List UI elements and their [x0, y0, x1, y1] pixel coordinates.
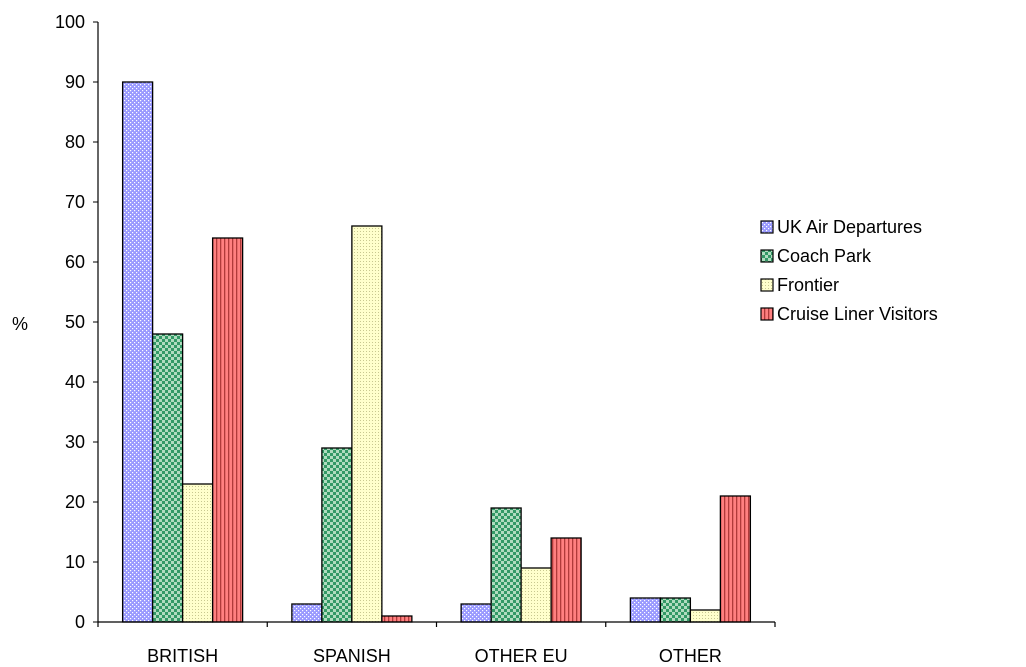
y-axis-ticks: 0 10 20 30 40 50 60 70 80 90 100 [55, 12, 98, 632]
bar-cruise-liner-visitors-other [719, 495, 752, 623]
legend-swatch-coach-park [760, 249, 774, 263]
legend: UK Air Departures Coach Park Frontier Cr… [760, 217, 938, 324]
x-category-label: OTHER EU [475, 646, 568, 666]
legend-swatch-cruise-liner-visitors [760, 307, 774, 321]
bar-frontier-british [181, 483, 214, 623]
x-category-label: SPANISH [313, 646, 391, 666]
bar-coach-park-spanish [321, 447, 353, 623]
x-category-label: BRITISH [147, 646, 218, 666]
y-axis-label: % [12, 314, 28, 334]
axes [97, 22, 776, 627]
y-tick-label: 30 [65, 432, 85, 452]
bar-uk-air-departures-british [121, 81, 154, 623]
bar-frontier-other [689, 609, 722, 623]
bar-uk-air-departures-spanish [291, 603, 323, 623]
y-tick-label: 20 [65, 492, 85, 512]
bar-cruise-liner-visitors-spanish [381, 615, 413, 623]
legend-item-frontier: Frontier [760, 275, 839, 295]
bar-frontier-other-eu [520, 567, 552, 623]
legend-swatch-frontier [760, 278, 774, 292]
y-tick-label: 50 [65, 312, 85, 332]
bar-cruise-liner-visitors-other-eu [550, 537, 582, 623]
y-tick-label: 0 [75, 612, 85, 632]
bar-uk-air-departures-other [629, 597, 662, 623]
bar-uk-air-departures-other-eu [460, 603, 492, 623]
legend-label-coach-park: Coach Park [777, 246, 872, 266]
legend-label-frontier: Frontier [777, 275, 839, 295]
y-tick-label: 80 [65, 132, 85, 152]
y-tick-label: 60 [65, 252, 85, 272]
legend-item-coach-park: Coach Park [760, 246, 872, 266]
bar-series [121, 81, 752, 623]
y-tick-label: 100 [55, 12, 85, 32]
legend-item-cruise-liner-visitors: Cruise Liner Visitors [760, 304, 938, 324]
x-axis-labels: BRITISH SPANISH OTHER EU OTHER [147, 646, 722, 666]
legend-swatch-uk-air-departures [760, 220, 774, 234]
legend-item-uk-air-departures: UK Air Departures [760, 217, 922, 237]
y-tick-label: 90 [65, 72, 85, 92]
bar-cruise-liner-visitors-british [211, 237, 244, 623]
legend-label-cruise-liner-visitors: Cruise Liner Visitors [777, 304, 938, 324]
bar-frontier-spanish [351, 225, 383, 623]
bar-coach-park-british [151, 333, 184, 623]
y-tick-label: 70 [65, 192, 85, 212]
bar-coach-park-other [659, 597, 692, 623]
y-tick-label: 10 [65, 552, 85, 572]
legend-label-uk-air-departures: UK Air Departures [777, 217, 922, 237]
x-category-label: OTHER [659, 646, 722, 666]
y-tick-label: 40 [65, 372, 85, 392]
bar-coach-park-other-eu [490, 507, 522, 623]
